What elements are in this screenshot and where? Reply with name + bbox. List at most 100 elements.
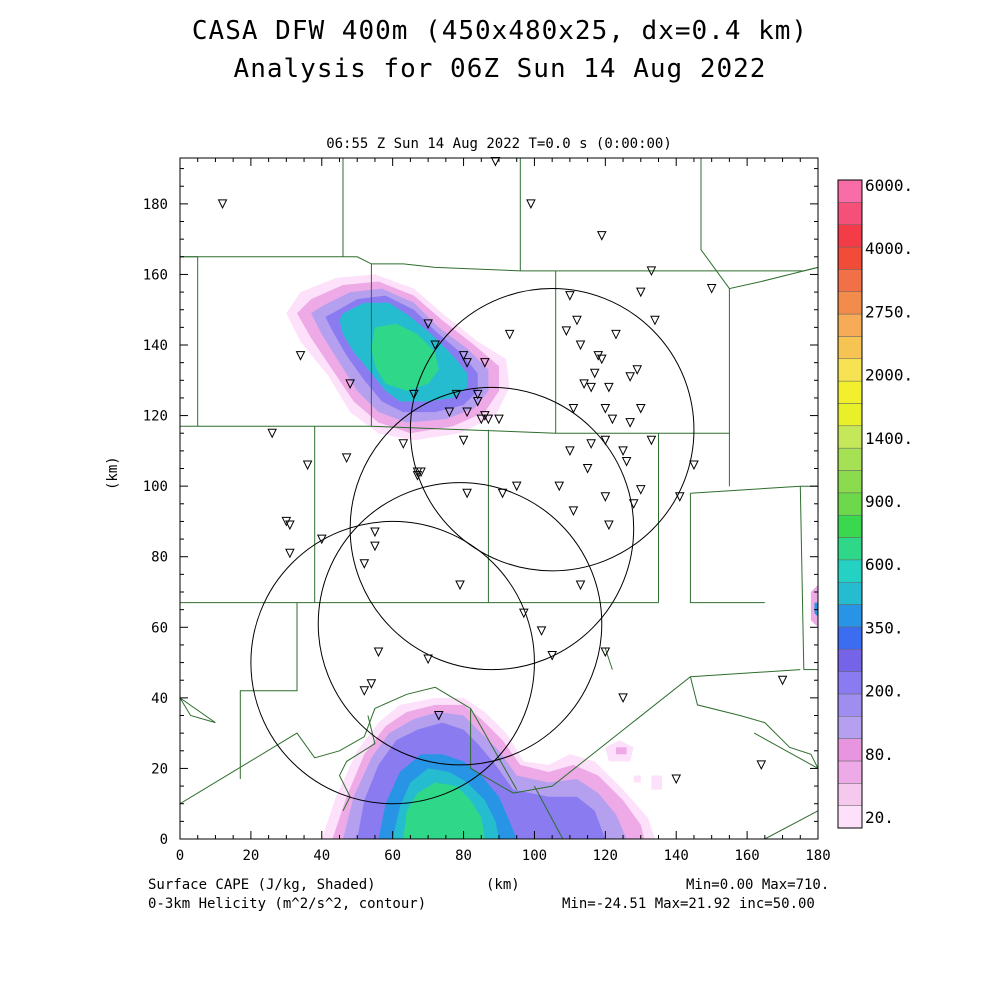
- plot-time-subtitle: 06:55 Z Sun 14 Aug 2022 T=0.0 s (0:00:00…: [326, 136, 672, 152]
- colorbar-swatch: [837, 358, 863, 382]
- station-marker-icon: [536, 626, 547, 636]
- county-boundary-line: [338, 715, 376, 812]
- station-marker-icon: [607, 414, 618, 425]
- county-boundary-line: [180, 686, 471, 805]
- station-marker-icon: [370, 527, 380, 538]
- station-marker-icon: [511, 481, 522, 492]
- colorbar-label: 900.: [865, 492, 904, 511]
- county-boundary-line: [764, 810, 818, 839]
- station-marker-icon: [316, 534, 327, 545]
- station-marker-icon: [572, 315, 582, 326]
- x-tick-label: 40: [313, 848, 330, 864]
- station-marker-icon: [451, 389, 462, 400]
- station-marker-icon: [430, 340, 441, 351]
- y-tick-label: 80: [151, 550, 168, 566]
- station-marker-icon: [423, 319, 433, 329]
- colorbar-swatch: [837, 336, 863, 360]
- county-boundary-line: [799, 486, 805, 670]
- colorbar-label: 350.: [865, 618, 904, 637]
- station-marker-icon: [462, 488, 472, 499]
- county-boundary-line: [533, 785, 564, 839]
- colorbar-swatch: [837, 537, 863, 561]
- colorbar-swatch: [837, 604, 863, 628]
- station-marker-icon: [756, 760, 767, 771]
- colorbar-swatch: [837, 626, 863, 650]
- station-marker-icon: [494, 414, 504, 425]
- station-marker-icon: [575, 580, 586, 591]
- colorbar-label: 200.: [865, 682, 904, 701]
- station-marker-icon: [302, 460, 313, 471]
- x-axis-label: (km): [486, 877, 520, 893]
- station-marker-icon: [621, 456, 632, 467]
- colorbar-swatch: [837, 291, 863, 315]
- station-marker-icon: [341, 453, 352, 464]
- radar-range-rings-layer: [250, 288, 695, 805]
- y-tick-label: 160: [143, 267, 168, 283]
- station-marker-icon: [480, 358, 490, 368]
- colorbar-swatch: [837, 202, 863, 225]
- station-marker-icon: [618, 693, 628, 703]
- station-marker-icon: [398, 439, 409, 449]
- county-boundary-line: [180, 697, 216, 724]
- cape-region-east-edge-level-0: [810, 584, 818, 628]
- y-tick-label: 140: [143, 338, 168, 354]
- radar-range-ring: [250, 520, 535, 805]
- station-marker-icon: [444, 407, 455, 418]
- station-marker-icon: [504, 329, 515, 340]
- station-marker-icon: [462, 358, 472, 368]
- county-boundary-line: [700, 158, 818, 290]
- station-marker-icon: [568, 404, 579, 414]
- y-tick-label: 60: [151, 620, 168, 636]
- plot-title-line2: Analysis for 06Z Sun 14 Aug 2022: [233, 54, 767, 84]
- x-tick-label: 140: [664, 848, 689, 864]
- station-marker-icon: [295, 351, 306, 361]
- colorbar-swatch: [837, 380, 863, 404]
- plot-title-line1: CASA DFW 400m (450x480x25, dx=0.4 km): [191, 16, 809, 46]
- x-tick-label: 60: [384, 848, 401, 864]
- station-marker-icon: [345, 379, 355, 389]
- colorbar-swatch: [837, 492, 863, 516]
- station-marker-icon: [625, 418, 635, 428]
- y-tick-label: 180: [143, 197, 168, 213]
- colorbar-swatch: [837, 269, 863, 292]
- cape-region-specks-level-3: [633, 775, 641, 783]
- colorbar-swatch: [837, 246, 863, 270]
- county-boundary-line: [604, 648, 613, 670]
- station-marker-icon: [455, 580, 465, 591]
- footer-helicity-minmax: Min=-24.51 Max=21.92 inc=50.00: [562, 896, 815, 912]
- colorbar-swatch: [837, 179, 863, 203]
- x-tick-label: 0: [176, 848, 184, 864]
- colorbar-label: 4000.: [865, 239, 913, 258]
- station-marker-icon: [409, 389, 419, 400]
- station-marker-icon: [490, 157, 501, 167]
- station-marker-icon: [632, 365, 643, 375]
- footer-cape-label: Surface CAPE (J/kg, Shaded): [148, 877, 376, 893]
- station-marker-icon: [359, 559, 370, 569]
- station-marker-icon: [589, 368, 600, 379]
- station-marker-icon: [586, 382, 596, 393]
- colorbar-swatch: [837, 514, 863, 538]
- colorbar-swatch: [837, 224, 863, 248]
- colorbar-swatch: [837, 470, 863, 494]
- station-marker-icon: [635, 485, 646, 495]
- station-marker-icon: [611, 329, 621, 340]
- county-boundary-line: [180, 256, 818, 272]
- county-boundary-line: [753, 732, 818, 769]
- station-marker-icon: [596, 231, 607, 241]
- station-markers-layer: [217, 157, 788, 785]
- county-boundary-line: [470, 708, 518, 790]
- radar-range-ring: [317, 482, 603, 766]
- station-marker-icon: [370, 541, 380, 552]
- station-marker-icon: [600, 647, 611, 658]
- y-axis-label: (km): [105, 456, 121, 490]
- station-marker-icon: [565, 446, 575, 456]
- cape-region-south-level-6: [403, 782, 485, 839]
- station-marker-icon: [366, 679, 377, 689]
- station-marker-icon: [285, 548, 295, 559]
- cape-region-specks-level-2: [651, 775, 662, 790]
- y-tick-label: 100: [143, 479, 168, 495]
- station-marker-icon: [600, 435, 611, 446]
- station-marker-icon: [582, 464, 593, 474]
- station-marker-icon: [568, 506, 579, 516]
